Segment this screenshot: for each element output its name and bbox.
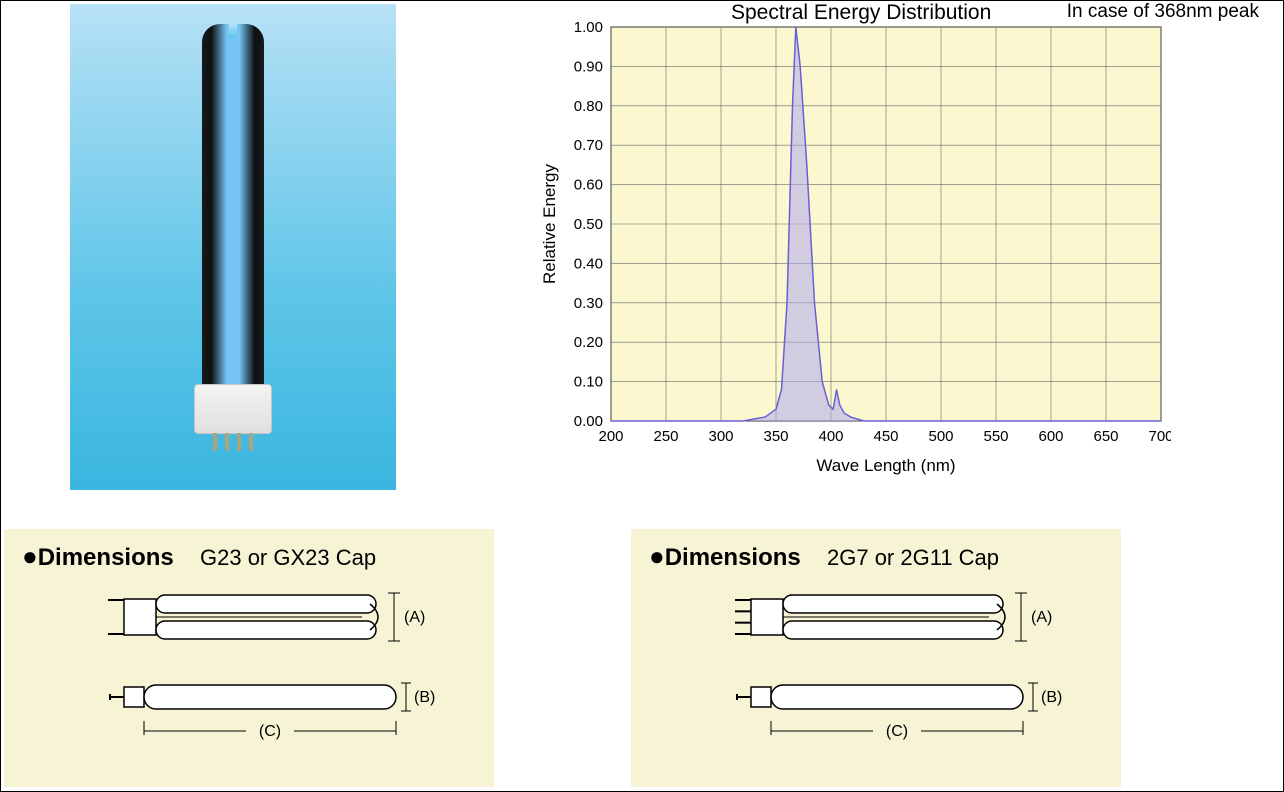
svg-text:(C): (C) [886,723,908,740]
svg-text:0.90: 0.90 [574,58,603,75]
dim-diagram-2g7: (A) (B) (C) [691,585,1091,785]
svg-text:500: 500 [928,428,953,445]
svg-text:450: 450 [873,428,898,445]
svg-text:0.10: 0.10 [574,374,603,391]
svg-text:400: 400 [818,428,843,445]
svg-text:600: 600 [1038,428,1063,445]
dimensions-panel-g23: ●Dimensions G23 or GX23 Cap (A) (B) (C) [4,529,494,787]
svg-text:(A): (A) [1031,609,1052,626]
svg-text:0.50: 0.50 [574,216,603,233]
svg-text:0.60: 0.60 [574,177,603,194]
svg-text:(B): (B) [1041,689,1062,706]
svg-text:0.70: 0.70 [574,137,603,154]
dim-diagram-g23: (A) (B) (C) [64,585,464,785]
dimensions-heading: ●Dimensions [22,541,174,572]
svg-text:200: 200 [598,428,623,445]
svg-text:Relative Energy: Relative Energy [540,164,559,285]
svg-text:550: 550 [983,428,1008,445]
svg-text:0.20: 0.20 [574,334,603,351]
svg-text:Wave Length (nm): Wave Length (nm) [816,456,955,475]
bulb-illustration [188,24,278,464]
svg-text:(A): (A) [404,609,425,626]
svg-text:1.00: 1.00 [574,19,603,36]
svg-text:(B): (B) [414,689,435,706]
dimensions-caption-left: G23 or GX23 Cap [200,545,376,571]
product-photo [70,4,396,490]
dimensions-caption-right: 2G7 or 2G11 Cap [827,545,999,571]
svg-text:650: 650 [1093,428,1118,445]
svg-text:0.80: 0.80 [574,98,603,115]
svg-text:250: 250 [653,428,678,445]
dimensions-heading: ●Dimensions [649,541,801,572]
spectral-chart: Spectral Energy Distribution In case of … [531,1,1271,481]
svg-text:0.00: 0.00 [574,413,603,430]
dimensions-panel-2g7: ●Dimensions 2G7 or 2G11 Cap (A) (B) (C) [631,529,1121,787]
bulb-pins [213,433,253,451]
svg-text:(C): (C) [259,723,281,740]
chart-svg: 200 250 300 350 400 450 500 550 600 650 700 0.00 0.1… [531,11,1171,481]
svg-text:300: 300 [708,428,733,445]
svg-text:0.30: 0.30 [574,295,603,312]
svg-text:350: 350 [763,428,788,445]
svg-text:700: 700 [1148,428,1171,445]
svg-text:0.40: 0.40 [574,255,603,272]
